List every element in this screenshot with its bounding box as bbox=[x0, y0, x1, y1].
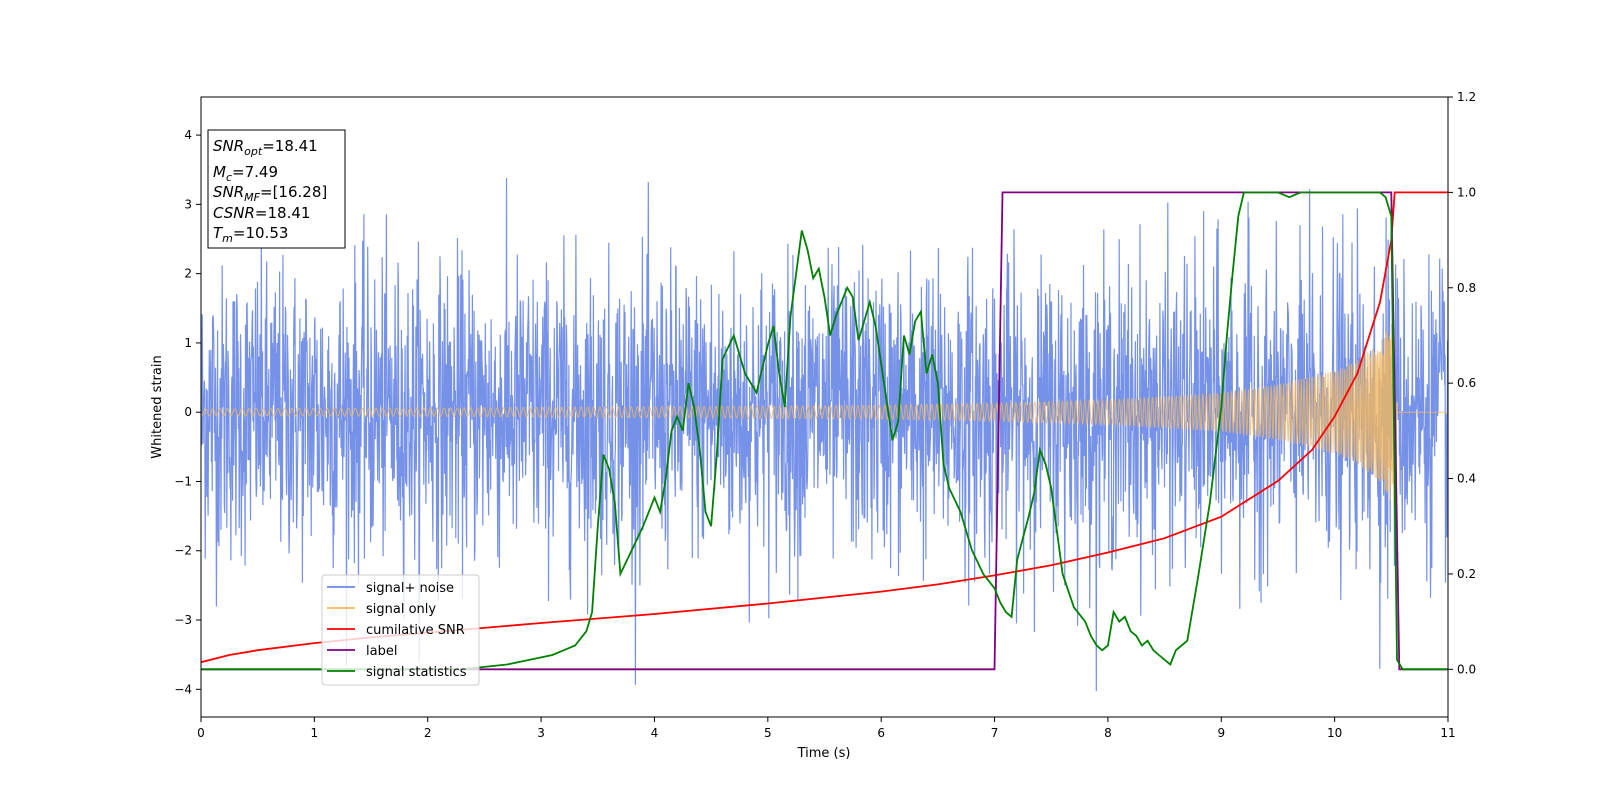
x-tick-label: 5 bbox=[764, 726, 772, 740]
legend-label: label bbox=[366, 644, 397, 659]
y-tick-label-right: 1.0 bbox=[1457, 185, 1476, 199]
plot-frame bbox=[200, 96, 1449, 718]
stat-tm: Tm=10.53 bbox=[213, 224, 288, 245]
stat-csnr: CSNR=18.41 bbox=[213, 204, 310, 222]
y-axis-label: Whitened strain bbox=[150, 355, 165, 458]
y-axis-right: 0.0 0.2 0.4 0.6 0.8 1.0 1.2 bbox=[1448, 90, 1476, 676]
y-tick-label-right: 0.6 bbox=[1457, 376, 1476, 390]
stat-snr-opt: SNRopt=18.41 bbox=[213, 137, 318, 158]
stat-snr-mf: SNRMF=[16.28] bbox=[213, 183, 327, 204]
series-signal-only bbox=[201, 322, 1448, 508]
x-tick-label: 4 bbox=[651, 726, 659, 740]
legend: signal+ noise signal only cumilative SNR… bbox=[321, 574, 480, 686]
x-tick-label: 10 bbox=[1327, 726, 1342, 740]
y-tick-label-left: −4 bbox=[174, 682, 192, 696]
y-tick-label-left: 0 bbox=[184, 405, 192, 419]
legend-label: signal+ noise bbox=[366, 581, 454, 596]
x-tick-label: 8 bbox=[1104, 726, 1112, 740]
x-tick-label: 1 bbox=[311, 726, 319, 740]
y-tick-label-left: 2 bbox=[184, 267, 192, 281]
x-axis-label: Time (s) bbox=[797, 746, 851, 761]
x-tick-label: 0 bbox=[197, 726, 205, 740]
x-axis: 0 1 2 3 4 5 6 7 8 9 10 11 bbox=[197, 717, 1456, 740]
x-tick-label: 7 bbox=[991, 726, 999, 740]
y-tick-label-left: −2 bbox=[174, 544, 192, 558]
y-tick-label-right: 0.0 bbox=[1457, 662, 1476, 676]
x-tick-label: 11 bbox=[1440, 726, 1455, 740]
y-tick-label-left: 3 bbox=[184, 197, 192, 211]
y-tick-label-right: 1.2 bbox=[1457, 90, 1476, 104]
y-tick-label-left: 1 bbox=[184, 336, 192, 350]
legend-label: cumilative SNR bbox=[366, 623, 465, 638]
y-tick-label-right: 0.2 bbox=[1457, 567, 1476, 581]
x-tick-label: 2 bbox=[424, 726, 432, 740]
y-tick-label-right: 0.4 bbox=[1457, 472, 1476, 486]
legend-item-cumilative-snr: cumilative SNR bbox=[327, 623, 465, 638]
legend-item-signal-noise: signal+ noise bbox=[327, 581, 454, 596]
y-tick-label-left: −1 bbox=[174, 474, 192, 488]
x-tick-label: 9 bbox=[1217, 726, 1225, 740]
legend-item-signal-only: signal only bbox=[327, 602, 436, 617]
x-tick-label: 3 bbox=[537, 726, 545, 740]
stat-mc: Mc=7.49 bbox=[213, 163, 278, 184]
y-tick-label-right: 0.8 bbox=[1457, 281, 1476, 295]
y-axis-left: −4 −3 −2 −1 0 1 2 3 4 bbox=[174, 128, 201, 696]
legend-label: signal only bbox=[366, 602, 436, 617]
y-tick-label-left: −3 bbox=[174, 613, 192, 627]
y-tick-label-left: 4 bbox=[184, 128, 192, 142]
series-signal-statistics bbox=[201, 191, 1448, 671]
stats-box: SNRopt=18.41 Mc=7.49 SNRMF=[16.28] CSNR=… bbox=[207, 129, 346, 249]
legend-item-label: label bbox=[327, 644, 397, 659]
x-tick-label: 6 bbox=[877, 726, 885, 740]
legend-label: signal statistics bbox=[366, 665, 467, 680]
legend-item-signal-statistics: signal statistics bbox=[327, 665, 467, 680]
